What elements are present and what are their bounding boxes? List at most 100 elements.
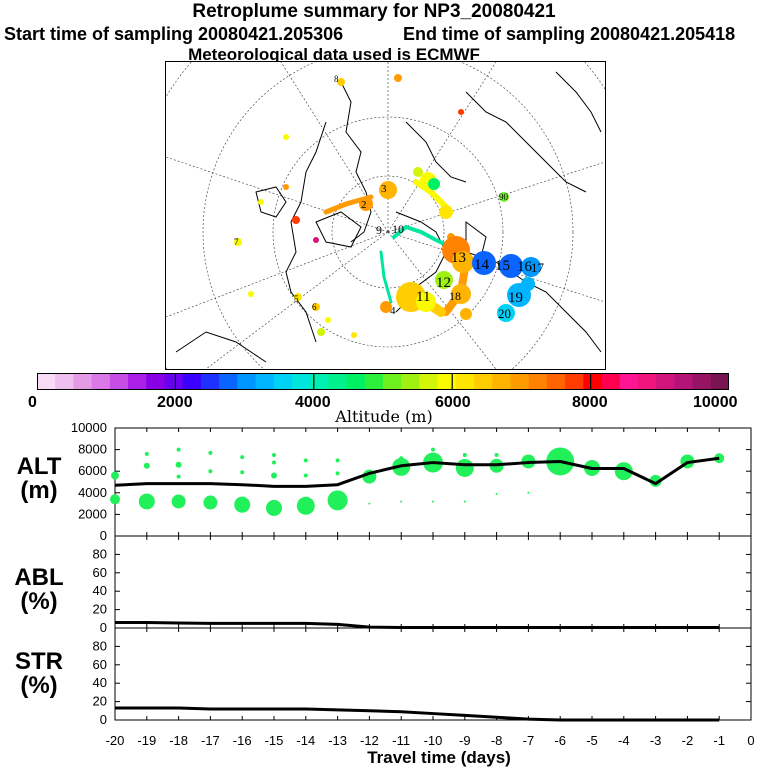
colorbar-swatch <box>674 373 694 390</box>
colorbar-swatch <box>656 373 675 390</box>
colorbar-swatch <box>237 373 257 390</box>
colorbar-swatch <box>619 373 639 390</box>
colorbar-swatch <box>583 373 603 390</box>
map-label: 20 <box>498 306 511 321</box>
colorbar-title: Altitude (m) <box>335 407 433 426</box>
alt-cluster-point <box>176 447 181 452</box>
polar-map-svg: 13 14 15 16 17 19 20 12 11 18 9 10 3 2 9… <box>166 62 605 369</box>
str-y-tick-label: 40 <box>93 675 107 690</box>
alt-cluster-point <box>400 500 403 503</box>
alt-y-tick-label: 6000 <box>78 463 107 478</box>
alt-cluster-point <box>399 456 404 461</box>
x-tick-label: -6 <box>554 733 566 748</box>
map-label: 8 <box>334 74 339 84</box>
altitude-colorbar <box>37 373 730 390</box>
x-tick-label: -16 <box>233 733 252 748</box>
alt-cluster-point <box>240 470 245 475</box>
coastlines <box>175 71 602 363</box>
x-tick-label: -17 <box>201 733 220 748</box>
alt-cluster-point <box>455 458 474 477</box>
alt-cluster-point <box>494 453 499 457</box>
colorbar-swatch <box>492 373 511 390</box>
meteorological-data-note: Meteorological data used is ECMWF <box>188 45 480 64</box>
str-y-tick-label: 20 <box>93 694 107 709</box>
colorbar-swatch <box>546 373 566 390</box>
colorbar-swatch <box>37 373 56 390</box>
x-tick-label: -3 <box>650 733 662 748</box>
colorbar-tick-label: 6000 <box>435 394 471 411</box>
colorbar-swatch <box>692 373 712 390</box>
abl-label: ABL <box>14 564 64 591</box>
x-tick-label: -14 <box>296 733 315 748</box>
alt-cluster-point <box>176 474 181 479</box>
alt-cluster-point <box>240 455 245 460</box>
plume-cluster-labels: 13 14 15 16 17 19 20 12 11 18 9 10 3 2 9… <box>234 74 545 321</box>
map-label: 6 <box>312 302 317 312</box>
alt-y-tick-label: 10000 <box>71 420 107 435</box>
x-axis-title: Travel time (days) <box>367 748 511 767</box>
colorbar-swatch <box>364 373 384 390</box>
colorbar-swatch <box>474 373 493 390</box>
alt-cluster-point <box>432 500 434 503</box>
colorbar-svg <box>37 373 730 390</box>
x-tick-label: -20 <box>106 733 125 748</box>
map-label: 2 <box>361 199 367 211</box>
colorbar-swatch <box>383 373 402 390</box>
x-tick-label: -19 <box>137 733 156 748</box>
str-y-tick-label: 60 <box>93 657 107 672</box>
alt-cluster-point <box>203 495 218 510</box>
str-y-tick-label: 0 <box>100 712 107 727</box>
abl-y-tick-label: 80 <box>93 546 107 561</box>
colorbar-swatch <box>710 373 730 390</box>
abl-panel-label: ABL (%) <box>4 566 74 614</box>
colorbar-tick-label: 10000 <box>693 394 738 411</box>
colorbar-tick-label: 0 <box>28 394 37 411</box>
alt-cluster-point <box>171 494 186 509</box>
colorbar-swatch <box>273 373 293 390</box>
colorbar-swatch <box>146 373 165 390</box>
x-tick-label: 0 <box>747 733 754 748</box>
map-label: 5 <box>294 294 299 304</box>
x-tick-label: -10 <box>424 733 443 748</box>
alt-unit: (m) <box>20 477 58 504</box>
alt-cluster-point <box>303 473 308 478</box>
alt-cluster-point <box>335 471 340 476</box>
chart-title: Retroplume summary for NP3_20080421 <box>192 1 556 22</box>
map-label: 7 <box>234 237 239 247</box>
map-label: 11 <box>416 289 430 305</box>
colorbar-swatch <box>128 373 147 390</box>
colorbar-swatch <box>91 373 111 390</box>
alt-cluster-point <box>175 461 182 468</box>
colorbar-swatch <box>401 373 420 390</box>
alt-cluster-point <box>463 500 466 503</box>
x-tick-label: -2 <box>682 733 694 748</box>
alt-cluster-point <box>296 496 315 515</box>
x-tick-label: -7 <box>523 733 535 748</box>
abl-series-line <box>115 620 720 630</box>
alt-y-tick-label: 4000 <box>78 485 107 500</box>
str-panel-frame <box>114 627 752 721</box>
colorbar-tick-label: 2000 <box>157 394 193 411</box>
x-tick-label: -18 <box>169 733 188 748</box>
alt-cluster-point <box>266 499 282 516</box>
alt-cluster-point <box>111 471 119 480</box>
alt-panel-label: ALT (m) <box>4 455 74 503</box>
alt-cluster-point <box>234 496 251 513</box>
alt-cluster-point <box>271 472 277 479</box>
map-label: 9 <box>376 223 382 237</box>
colorbar-swatch <box>255 373 275 390</box>
alt-cluster-point <box>527 491 530 494</box>
str-panel-label: STR (%) <box>4 650 74 698</box>
map-label: 17 <box>531 260 545 275</box>
alt-cluster-point <box>303 458 308 463</box>
alt-cluster-point <box>208 469 213 474</box>
map-label: 14 <box>474 257 490 273</box>
map-label: 3 <box>381 183 387 195</box>
alt-y-tick-label: 8000 <box>78 442 107 457</box>
colorbar-swatch <box>200 373 220 390</box>
str-series-line <box>115 706 720 722</box>
colorbar-tick-label: 8000 <box>572 394 608 411</box>
alt-cluster-point <box>649 474 662 487</box>
colorbar-swatch <box>328 373 348 390</box>
str-unit: (%) <box>20 672 58 699</box>
